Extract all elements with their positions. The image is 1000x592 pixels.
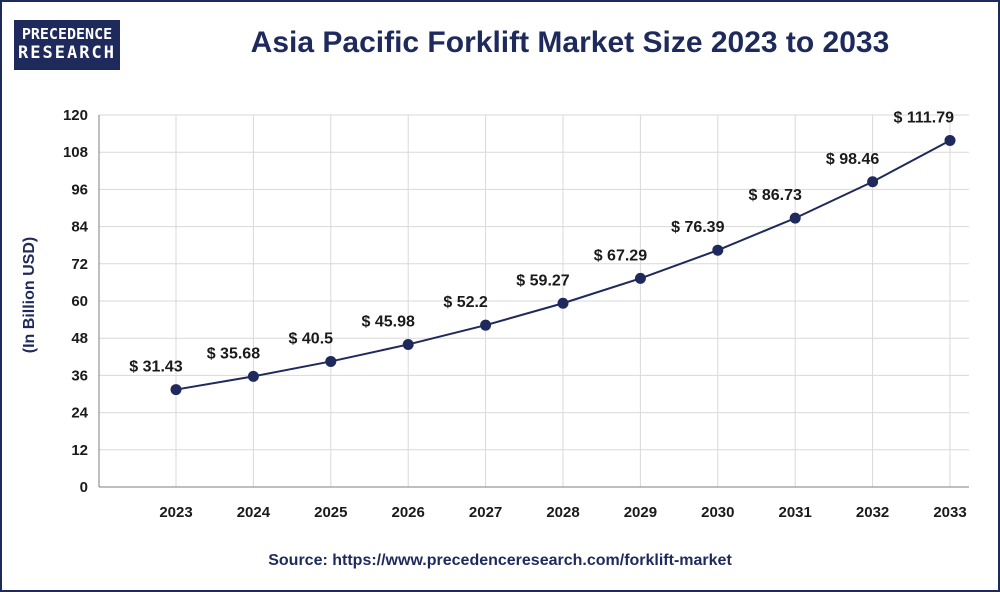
y-tick-label-10: 120 (63, 107, 88, 124)
data-point-2024 (247, 370, 259, 382)
y-tick-label-4: 48 (71, 330, 88, 347)
x-tick-label-3: 2026 (392, 504, 425, 521)
data-label-2027: $ 52.2 (443, 294, 488, 311)
y-tick-label-2: 24 (71, 405, 88, 422)
data-point-2032 (867, 176, 879, 188)
x-tick-label-9: 2032 (856, 504, 889, 521)
data-label-2032: $ 98.46 (826, 151, 879, 168)
data-point-2033 (944, 134, 956, 146)
y-tick-label-9: 108 (63, 144, 88, 161)
data-point-2029 (634, 272, 646, 284)
y-tick-label-7: 84 (71, 219, 88, 236)
data-point-2028 (557, 297, 569, 309)
y-tick-label-6: 72 (71, 256, 88, 273)
x-tick-label-8: 2031 (779, 504, 812, 521)
data-label-2023: $ 31.43 (129, 359, 182, 376)
data-label-2025: $ 40.5 (289, 330, 334, 347)
x-tick-label-7: 2030 (701, 504, 734, 521)
data-label-2033: $ 111.79 (893, 109, 954, 126)
x-tick-label-0: 2023 (159, 504, 192, 521)
y-tick-label-0: 0 (80, 479, 88, 496)
data-label-2030: $ 76.39 (671, 219, 724, 236)
data-point-2031 (789, 212, 801, 224)
x-tick-label-4: 2027 (469, 504, 502, 521)
source-note: Source: https://www.precedenceresearch.c… (268, 552, 732, 569)
data-point-2027 (480, 319, 492, 331)
y-tick-label-3: 36 (71, 367, 88, 384)
precedence-research-logo: PRECEDENCE RESEARCH (14, 20, 120, 70)
x-tick-label-2: 2025 (314, 504, 347, 521)
y-tick-label-5: 60 (71, 293, 88, 310)
data-point-2025 (325, 355, 337, 367)
chart-title: Asia Pacific Forklift Market Size 2023 t… (250, 26, 890, 59)
data-point-2030 (712, 244, 724, 256)
y-tick-label-1: 12 (71, 442, 88, 459)
data-label-2031: $ 86.73 (749, 187, 802, 204)
x-tick-label-10: 2033 (933, 504, 966, 521)
data-label-2029: $ 67.29 (594, 247, 647, 264)
logo-line-1: PRECEDENCE (21, 25, 113, 43)
data-label-2026: $ 45.98 (362, 313, 415, 330)
data-point-2023 (170, 384, 182, 396)
data-point-2026 (402, 338, 414, 350)
x-tick-label-1: 2024 (237, 504, 271, 521)
data-label-2028: $ 59.27 (516, 272, 569, 289)
data-label-2024: $ 35.68 (207, 345, 260, 362)
x-tick-label-6: 2029 (624, 504, 657, 521)
x-tick-label-5: 2028 (546, 504, 579, 521)
logo-line-2: RESEARCH (18, 43, 116, 63)
y-tick-label-8: 96 (71, 181, 88, 198)
